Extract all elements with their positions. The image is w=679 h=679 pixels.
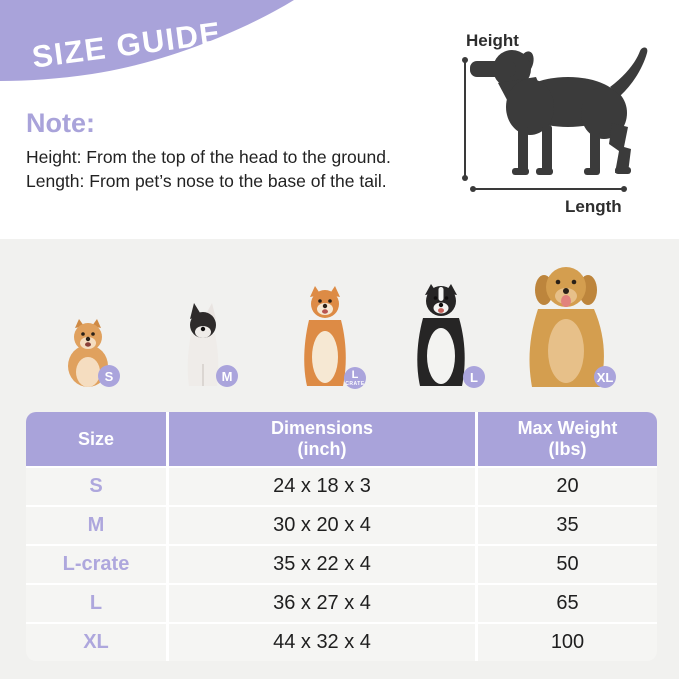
header-line: (inch) bbox=[297, 439, 347, 459]
french-bulldog-illustration bbox=[183, 302, 223, 393]
note-text: Height: From the top of the head to the … bbox=[26, 145, 391, 193]
length-measure-line bbox=[472, 188, 625, 190]
table-row: L 36 x 27 x 4 65 bbox=[26, 583, 657, 622]
bottom-section: S M bbox=[0, 239, 679, 679]
dimensions-cell: 44 x 32 x 4 bbox=[169, 624, 478, 661]
header-line: Max Weight bbox=[517, 418, 618, 438]
note-line-height: Height: From the top of the head to the … bbox=[26, 147, 391, 167]
size-badge-m: M bbox=[216, 365, 238, 387]
length-label: Length bbox=[565, 197, 622, 216]
column-header-size: Size bbox=[26, 412, 169, 466]
measure-dot bbox=[462, 57, 468, 63]
size-cell: M bbox=[26, 507, 169, 544]
size-badge-l: L bbox=[463, 366, 485, 388]
size-cell: L-crate bbox=[26, 546, 169, 583]
size-badge-xl: XL bbox=[594, 366, 616, 388]
dog-silhouette-icon bbox=[470, 47, 648, 175]
height-label: Height bbox=[466, 31, 519, 50]
border-collie-illustration bbox=[412, 282, 470, 393]
size-cell: L bbox=[26, 585, 169, 622]
note-line-length: Length: From pet’s nose to the base of t… bbox=[26, 171, 387, 191]
table-row: M 30 x 20 x 4 35 bbox=[26, 505, 657, 544]
weight-cell: 65 bbox=[556, 592, 579, 614]
column-header-dimensions: Dimensions (inch) bbox=[169, 412, 478, 466]
size-table: Size Dimensions (inch) Max Weight (lbs) … bbox=[26, 412, 657, 661]
badge-letter: L bbox=[351, 368, 359, 381]
measure-dot bbox=[621, 186, 627, 192]
shiba-inu-illustration bbox=[299, 285, 351, 393]
purple-banner-shape bbox=[0, 0, 294, 81]
size-badge-s: S bbox=[98, 365, 120, 387]
dimensions-cell: 24 x 18 x 3 bbox=[169, 468, 478, 505]
golden-retriever-illustration bbox=[520, 263, 612, 394]
badge-letter: S bbox=[104, 368, 114, 384]
weight-cell: 35 bbox=[556, 514, 579, 536]
height-measure-line bbox=[464, 59, 466, 178]
size-cell: S bbox=[26, 468, 169, 505]
size-badge-l-crate: L CRATE bbox=[344, 367, 366, 389]
table-row: S 24 x 18 x 3 20 bbox=[26, 466, 657, 505]
header-line: Size bbox=[77, 428, 115, 449]
column-header-max-weight: Max Weight (lbs) bbox=[478, 412, 657, 466]
measure-dot bbox=[462, 175, 468, 181]
badge-sublabel: CRATE bbox=[345, 380, 365, 387]
table-row: XL 44 x 32 x 4 100 bbox=[26, 622, 657, 661]
table-header-row: Size Dimensions (inch) Max Weight (lbs) bbox=[26, 412, 657, 466]
dimensions-cell: 35 x 22 x 4 bbox=[169, 546, 478, 583]
badge-letter: L bbox=[470, 369, 478, 385]
size-cell: XL bbox=[26, 624, 169, 661]
weight-cell: 50 bbox=[556, 553, 579, 575]
header-line: (lbs) bbox=[548, 439, 587, 459]
dimensions-cell: 30 x 20 x 4 bbox=[169, 507, 478, 544]
badge-letter: XL bbox=[596, 369, 614, 385]
measure-dot bbox=[470, 186, 476, 192]
table-row: L-crate 35 x 22 x 4 50 bbox=[26, 544, 657, 583]
pomeranian-illustration bbox=[66, 318, 110, 393]
weight-cell: 100 bbox=[550, 631, 585, 653]
badge-letter: M bbox=[221, 368, 233, 384]
weight-cell: 20 bbox=[556, 475, 579, 497]
header-line: Dimensions bbox=[270, 418, 374, 438]
dimensions-cell: 36 x 27 x 4 bbox=[169, 585, 478, 622]
top-section: SIZE GUIDE Note: Height: From the top of… bbox=[0, 0, 679, 239]
note-heading: Note: bbox=[26, 108, 95, 138]
